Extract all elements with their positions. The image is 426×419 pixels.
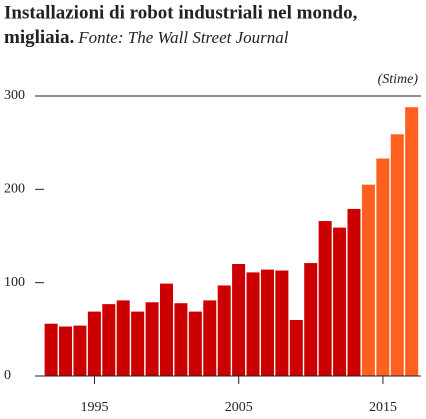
- bar: [405, 107, 419, 376]
- annotation: (Stime): [378, 72, 419, 87]
- bar: [275, 270, 289, 376]
- bar: [44, 323, 58, 376]
- bar: [347, 208, 361, 376]
- chart-title-line: migliaia. Fonte: The Wall Street Journal: [4, 27, 289, 48]
- bar: [376, 158, 390, 376]
- y-tick-label: 300: [4, 88, 25, 103]
- chart-subtitle: Fonte: The Wall Street Journal: [77, 28, 289, 47]
- bar: [318, 221, 332, 376]
- bar: [59, 326, 73, 376]
- x-tick-label: 1995: [80, 400, 108, 415]
- bar: [203, 300, 217, 376]
- bar: [159, 283, 174, 376]
- bar: [131, 311, 145, 376]
- bar: [102, 304, 116, 376]
- x-tick-label: 2005: [225, 400, 253, 415]
- bar: [246, 272, 260, 376]
- bar: [87, 311, 101, 376]
- bar: [188, 311, 202, 376]
- bar: [232, 264, 246, 376]
- bar: [174, 303, 188, 376]
- bar: [333, 227, 347, 376]
- y-tick-label: 200: [4, 182, 25, 197]
- bar: [217, 285, 231, 376]
- y-tick-label: 100: [4, 275, 25, 290]
- bar: [260, 269, 274, 376]
- y-tick-label: 0: [4, 368, 11, 383]
- bar: [390, 134, 404, 376]
- bar: [145, 302, 159, 376]
- bar: [361, 184, 375, 376]
- x-tick-label: 2015: [369, 400, 397, 415]
- chart-title: migliaia.: [4, 27, 74, 48]
- bar: [73, 325, 87, 376]
- bar: [116, 300, 130, 376]
- bar: [289, 320, 303, 376]
- bar: [304, 263, 318, 376]
- chart-title: Installazioni di robot industriali nel m…: [4, 2, 358, 23]
